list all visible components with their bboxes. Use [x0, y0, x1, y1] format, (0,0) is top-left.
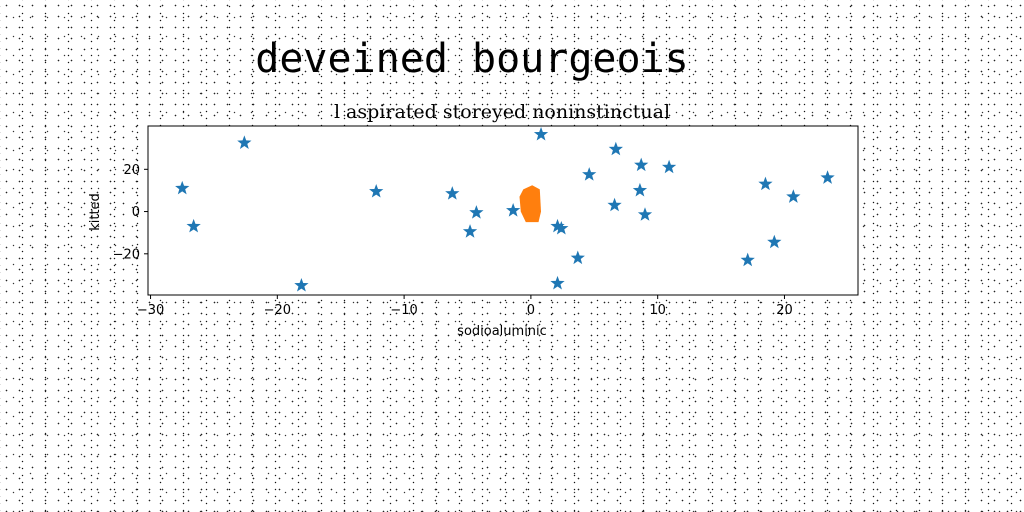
star-point-9	[506, 203, 521, 217]
y-tick-label: −20	[113, 247, 140, 262]
x-axis-label: sodioaluminic	[457, 324, 547, 339]
star-point-25	[786, 189, 801, 203]
star-point-11	[550, 218, 565, 233]
star-point-7	[469, 205, 484, 219]
star-point-15	[582, 167, 597, 181]
star-point-3	[237, 135, 252, 149]
x-tick-label: 0	[527, 303, 535, 318]
star-point-13	[550, 275, 565, 290]
star-point-1	[175, 180, 190, 195]
y-axis-label: kitted	[88, 193, 103, 231]
star-point-8	[462, 224, 478, 238]
plot-area	[147, 125, 859, 296]
star-point-16	[608, 141, 623, 156]
y-tick-label: 0	[132, 205, 140, 220]
star-point-19	[632, 182, 648, 197]
star-point-18	[634, 157, 649, 172]
star-point-17	[607, 197, 622, 212]
star-point-14	[570, 250, 585, 265]
star-point-5	[369, 183, 384, 198]
orange-blob-mark	[519, 185, 541, 223]
x-tick-label: −30	[137, 303, 164, 318]
star-point-24	[767, 234, 782, 249]
x-tick-label: 20	[776, 303, 793, 318]
star-point-6	[445, 186, 460, 200]
star-point-21	[661, 159, 677, 174]
star-point-23	[758, 176, 773, 191]
x-tick-label: −20	[264, 303, 291, 318]
chart-title: deveined bourgeois	[255, 36, 688, 82]
star-point-12	[554, 220, 569, 235]
star-point-20	[637, 207, 653, 221]
star-point-10	[533, 126, 549, 141]
star-point-4	[294, 277, 309, 292]
chart-subtitle: l aspirated storeyed noninstinctual	[334, 101, 670, 123]
y-axis: −20 0 20	[113, 163, 148, 262]
x-tick-label: −10	[390, 303, 417, 318]
star-point-22	[740, 252, 755, 267]
star-point-2	[186, 218, 201, 233]
x-axis: −30 −20 −10 0 10 20	[137, 295, 793, 318]
star-point-26	[820, 170, 835, 184]
plot-marks	[175, 126, 835, 292]
y-tick-label: 20	[123, 163, 140, 178]
x-tick-label: 10	[649, 303, 666, 318]
